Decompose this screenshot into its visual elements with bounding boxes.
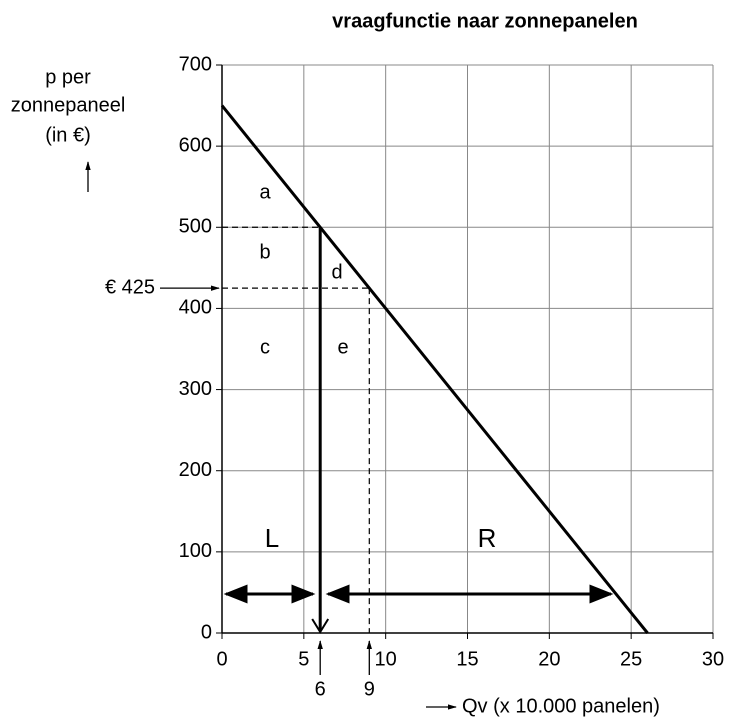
region-label: a — [259, 181, 271, 203]
y-tick-label: 600 — [179, 134, 212, 156]
x-tick-label: 0 — [216, 648, 227, 670]
y-tick-label: 700 — [179, 53, 212, 75]
arrow-label: L — [265, 523, 279, 553]
x-tick-label: 25 — [620, 648, 642, 670]
region-label: d — [331, 261, 342, 283]
y-tick-label: 400 — [179, 297, 212, 319]
y-tick-label: 200 — [179, 459, 212, 481]
y-axis-label: zonnepaneel — [11, 94, 126, 116]
quantity-arrowhead — [311, 618, 330, 634]
quantity-label: 9 — [364, 678, 375, 700]
y-tick-label: 100 — [179, 540, 212, 562]
quantity-label: 6 — [315, 678, 326, 700]
x-tick-label: 10 — [375, 648, 397, 670]
y-tick-label: 300 — [179, 378, 212, 400]
x-tick-label: 15 — [456, 648, 478, 670]
y-axis-label: (in €) — [45, 124, 91, 146]
x-tick-label: 5 — [298, 648, 309, 670]
x-tick-label: 20 — [538, 648, 560, 670]
region-label: b — [259, 241, 270, 263]
arrow-label: R — [478, 523, 497, 553]
chart-title: vraagfunctie naar zonnepanelen — [332, 10, 638, 32]
y-tick-label: 0 — [201, 621, 212, 643]
y-tick-label: 500 — [179, 216, 212, 238]
demand-line — [220, 104, 649, 634]
region-label: e — [337, 336, 348, 358]
region-label: c — [260, 336, 270, 358]
y-axis-label: p per — [45, 66, 91, 88]
x-tick-label: 30 — [702, 648, 724, 670]
price-label: € 425 — [105, 276, 155, 298]
x-axis-label: Qv (x 10.000 panelen) — [462, 695, 660, 717]
